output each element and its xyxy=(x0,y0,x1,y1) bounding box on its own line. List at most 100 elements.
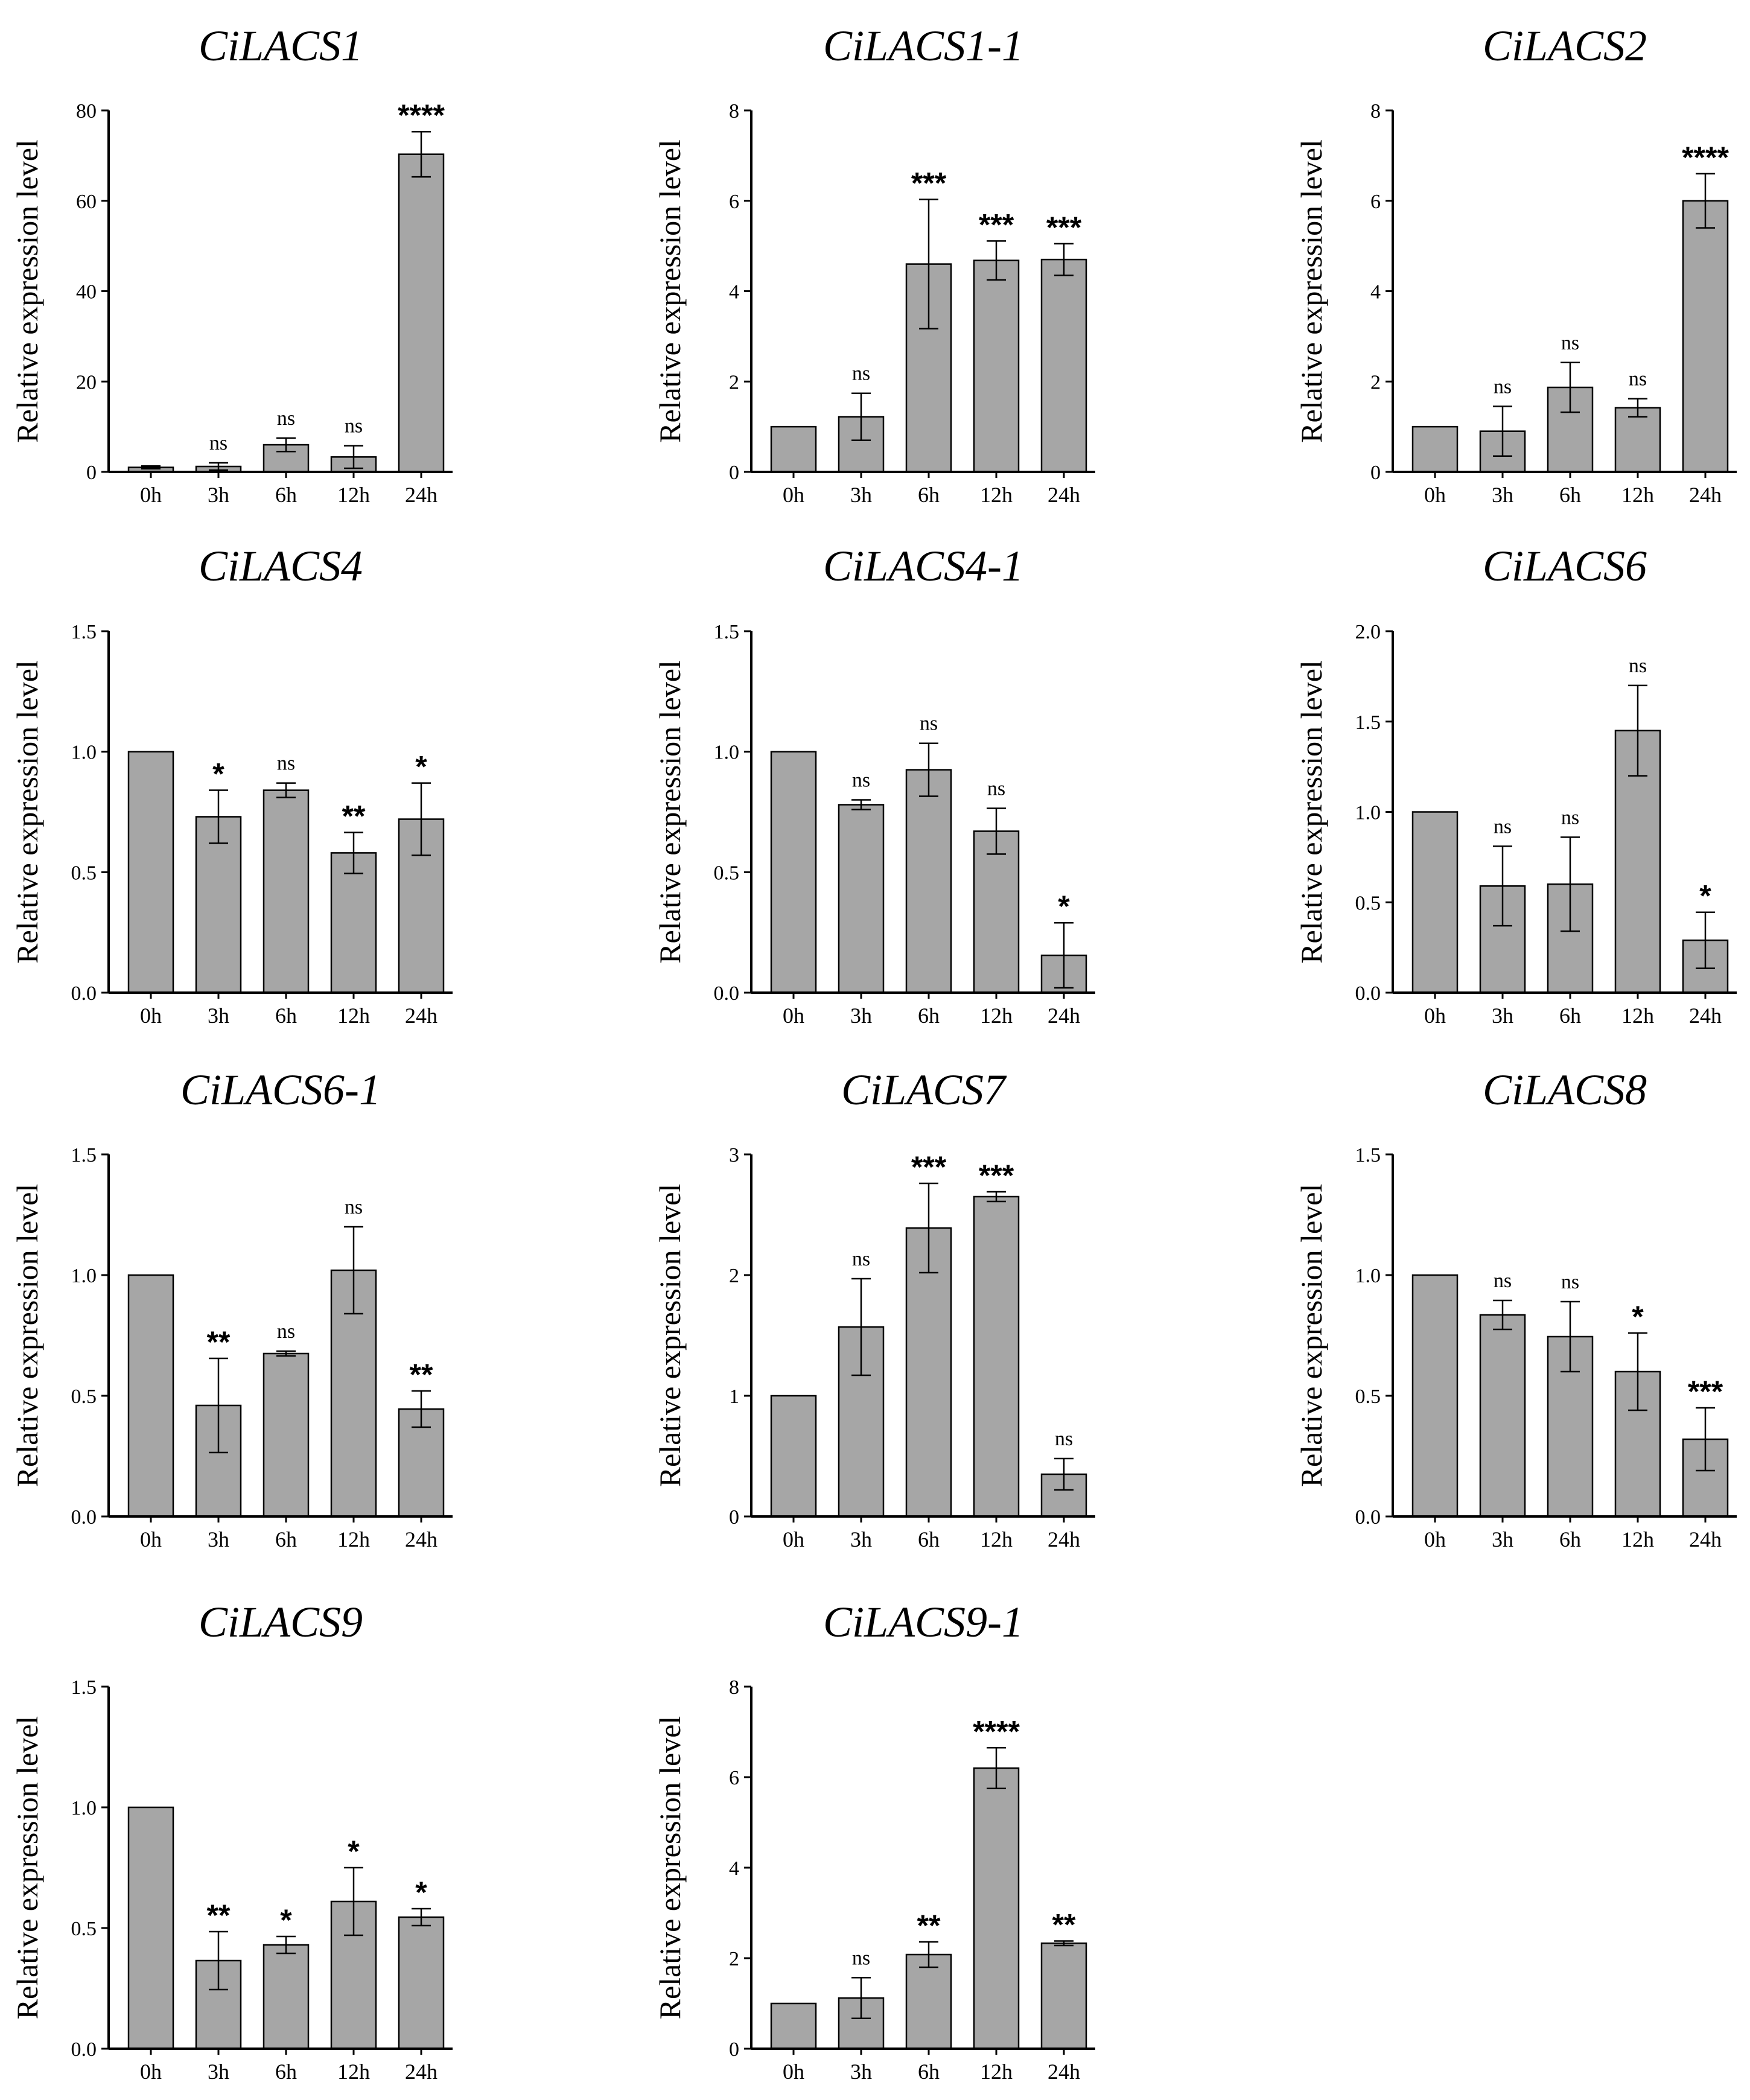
bar-24h xyxy=(398,153,445,473)
significance-label: **** xyxy=(973,1714,1020,1748)
x-tick-label: 3h xyxy=(208,1527,229,1551)
y-tick-label: 1.5 xyxy=(71,621,97,643)
significance-label: * xyxy=(1632,1300,1644,1334)
bar-0h xyxy=(127,1806,174,2050)
significance-label: * xyxy=(280,1903,292,1937)
x-tick-label: 12h xyxy=(337,1004,370,1028)
y-axis-label: Relative expression level xyxy=(1294,660,1328,964)
significance-label: ** xyxy=(1052,1908,1076,1942)
significance-label: * xyxy=(212,757,224,791)
significance-label: ns xyxy=(1055,1428,1073,1450)
chart-panel-cilacs2: CiLACS2 Relative expression level 0h ns 3h ns… xyxy=(1294,22,1737,507)
x-tick-label: 6h xyxy=(918,1527,940,1551)
y-axis-label: Relative expression level xyxy=(1294,139,1328,443)
x-tick-label: 6h xyxy=(275,1004,297,1028)
x-tick-label: 6h xyxy=(1559,483,1581,507)
chart-title: CiLACS6-1 xyxy=(180,1066,381,1114)
significance-label: ns xyxy=(920,713,938,735)
x-tick-label: 0h xyxy=(140,1004,162,1028)
chart-panel-cilacs7: CiLACS7 Relative expression level 0h ns 3h **… xyxy=(653,1066,1095,1551)
significance-label: ns xyxy=(277,752,295,775)
x-tick-label: 6h xyxy=(275,2060,297,2084)
significance-label: **** xyxy=(1682,141,1729,174)
bar-0h xyxy=(770,751,817,994)
y-tick-label: 1.0 xyxy=(71,742,97,764)
significance-label: ns xyxy=(1494,1270,1512,1292)
y-tick-label: 8 xyxy=(729,100,739,122)
x-tick-label: 3h xyxy=(850,1527,872,1551)
y-tick-label: 4 xyxy=(729,1857,739,1880)
x-tick-label: 12h xyxy=(1621,1004,1654,1028)
x-tick-label: 3h xyxy=(1492,1527,1513,1551)
x-tick-label: 24h xyxy=(1048,2060,1080,2084)
chart-title: CiLACS8 xyxy=(1483,1066,1647,1114)
x-tick-label: 24h xyxy=(405,1004,438,1028)
x-tick-label: 6h xyxy=(1559,1004,1581,1028)
x-tick-label: 6h xyxy=(1559,1527,1581,1551)
chart-title: CiLACS4-1 xyxy=(823,542,1023,590)
bar-24h xyxy=(1040,1942,1087,2050)
y-tick-label: 8 xyxy=(1370,100,1381,122)
y-tick-label: 0.0 xyxy=(714,982,740,1005)
y-axis-label: Relative expression level xyxy=(653,660,687,964)
significance-label: ns xyxy=(1561,332,1579,354)
bar-0h xyxy=(770,2002,817,2050)
significance-label: *** xyxy=(1046,211,1082,244)
y-tick-label: 40 xyxy=(76,281,97,304)
y-tick-label: 0 xyxy=(729,462,739,484)
x-tick-label: 24h xyxy=(1689,483,1722,507)
y-tick-label: 6 xyxy=(729,191,739,213)
x-tick-label: 0h xyxy=(1424,483,1446,507)
x-tick-label: 24h xyxy=(405,1527,438,1551)
x-tick-label: 0h xyxy=(140,1527,162,1551)
bar-12h xyxy=(973,259,1020,473)
y-tick-label: 0.5 xyxy=(714,862,740,884)
significance-label: ns xyxy=(987,778,1005,800)
significance-label: * xyxy=(1058,889,1070,923)
chart-title: CiLACS6 xyxy=(1483,542,1647,590)
y-axis-label: Relative expression level xyxy=(10,1716,44,2020)
y-tick-label: 0 xyxy=(729,1506,739,1529)
x-tick-label: 24h xyxy=(405,483,438,507)
significance-label: ns xyxy=(852,1248,870,1270)
y-tick-label: 1.0 xyxy=(1355,802,1381,824)
x-tick-label: 24h xyxy=(1048,483,1080,507)
y-axis-label: Relative expression level xyxy=(653,1184,687,1488)
y-tick-label: 1.5 xyxy=(1355,711,1381,734)
y-axis-label: Relative expression level xyxy=(653,139,687,443)
y-tick-label: 4 xyxy=(729,281,739,304)
x-tick-label: 0h xyxy=(783,1004,804,1028)
bar-6h xyxy=(262,1944,310,2050)
x-tick-label: 12h xyxy=(980,1004,1013,1028)
chart-title: CiLACS9-1 xyxy=(823,1598,1023,1646)
y-axis-label: Relative expression level xyxy=(10,139,44,443)
x-tick-label: 12h xyxy=(1621,483,1654,507)
y-tick-label: 8 xyxy=(729,1676,739,1699)
bar-0h xyxy=(127,751,174,994)
significance-label: * xyxy=(1699,879,1711,913)
significance-label: ns xyxy=(1494,375,1512,398)
significance-label: * xyxy=(415,1876,427,1909)
x-tick-label: 3h xyxy=(208,483,229,507)
x-tick-label: 3h xyxy=(850,483,872,507)
x-tick-label: 0h xyxy=(783,483,804,507)
significance-label: *** xyxy=(1688,1375,1723,1408)
y-axis-label: Relative expression level xyxy=(653,1716,687,2020)
significance-label: ** xyxy=(207,1325,231,1359)
chart-panel-cilacs4: CiLACS4 Relative expression level 0h * 3h ns 6… xyxy=(10,542,453,1028)
bar-3h xyxy=(1479,1314,1526,1518)
y-tick-label: 2.0 xyxy=(1355,621,1381,643)
bar-0h xyxy=(127,1274,174,1518)
x-tick-label: 24h xyxy=(1689,1527,1722,1551)
y-axis-label: Relative expression level xyxy=(10,660,44,964)
y-tick-label: 80 xyxy=(76,100,97,122)
bar-0h xyxy=(1411,425,1459,473)
x-tick-label: 0h xyxy=(140,483,162,507)
significance-label: ns xyxy=(852,769,870,792)
significance-label: ns xyxy=(852,1947,870,1969)
y-tick-label: 0 xyxy=(86,462,97,484)
x-tick-label: 12h xyxy=(1621,1527,1654,1551)
y-tick-label: 0.5 xyxy=(71,862,97,884)
significance-label: ** xyxy=(410,1358,433,1392)
